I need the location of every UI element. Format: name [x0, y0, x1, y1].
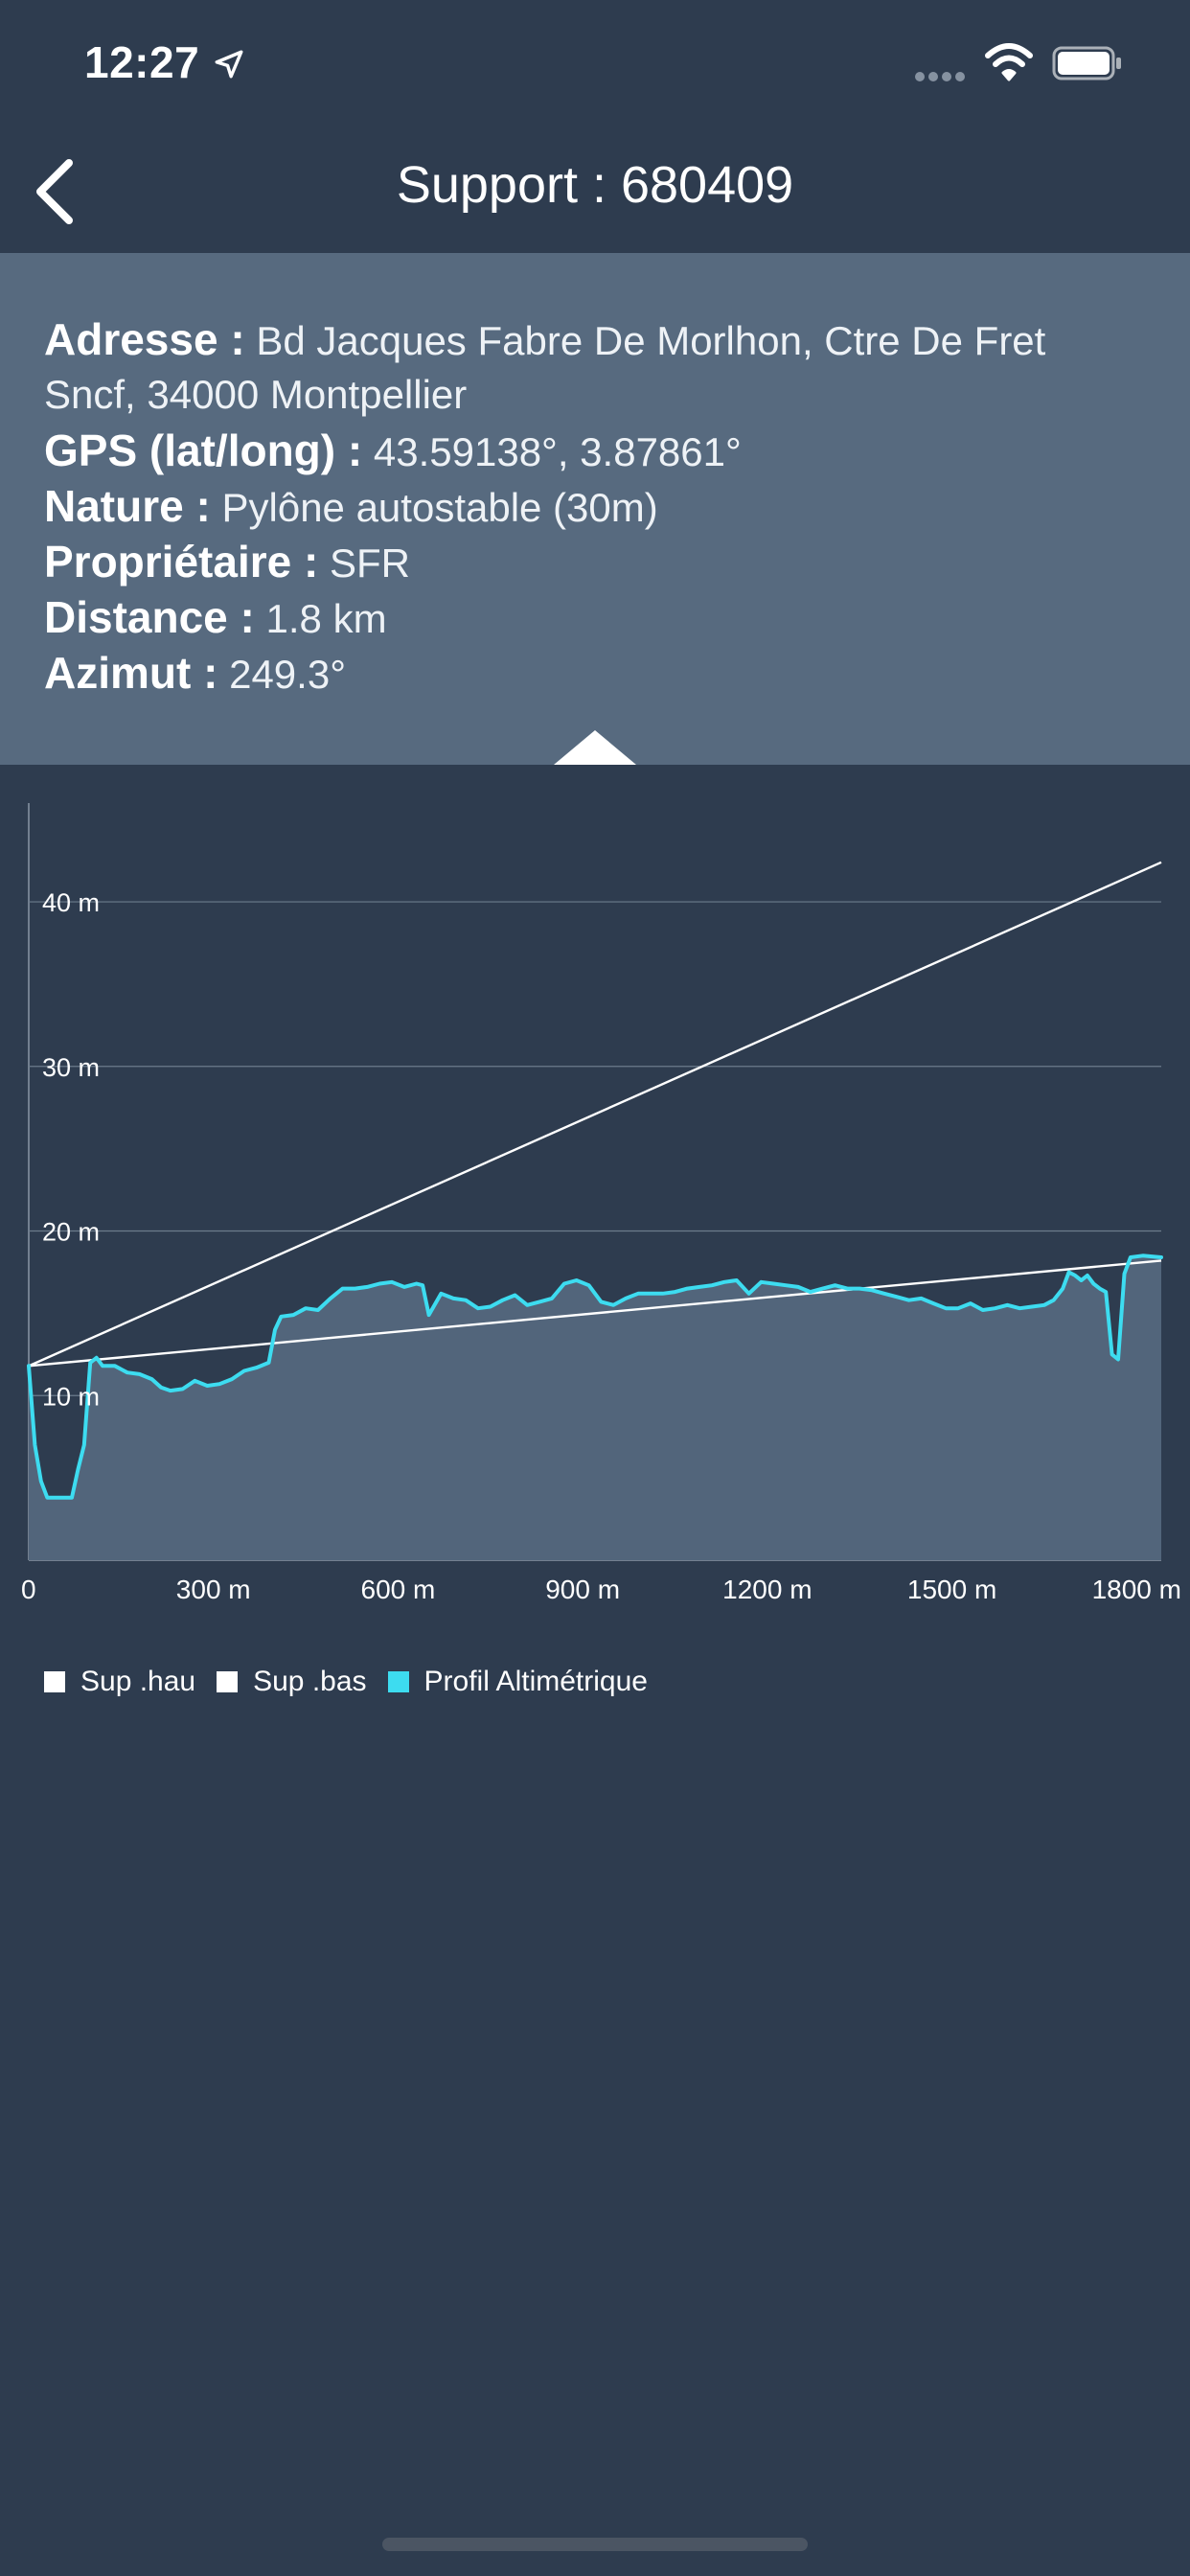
y-tick-label: 40 m	[42, 888, 100, 917]
owner-row: Propriétaire : SFR	[44, 535, 1136, 590]
address-row-2: Sncf, 34000 Montpellier	[44, 368, 1136, 422]
chart-series	[27, 861, 1163, 1500]
profil-altimetrique-line	[27, 1254, 1163, 1500]
y-tick-label: 30 m	[42, 1053, 100, 1082]
legend-item[interactable]: Profil Altimétrique	[387, 1666, 648, 1698]
legend-item[interactable]: Sup .bas	[217, 1666, 367, 1698]
azimut-label: Azimut :	[44, 648, 218, 698]
y-axis-labels: 10 m 20 m 30 m 40 m	[42, 888, 100, 1411]
gps-value: 43.59138°, 3.87861°	[373, 429, 742, 474]
x-tick-label: 1800 m	[1092, 1575, 1181, 1604]
legend-label: Profil Altimétrique	[423, 1666, 648, 1697]
navigation-bar: Support : 680409	[0, 134, 1190, 253]
legend-label: Sup .hau	[80, 1666, 196, 1697]
battery-icon	[1052, 46, 1121, 80]
address-label: Adresse :	[44, 314, 245, 364]
distance-value: 1.8 km	[265, 596, 387, 641]
status-bar: 12:27	[0, 0, 1190, 134]
distance-label: Distance :	[44, 592, 255, 642]
owner-value: SFR	[329, 540, 410, 586]
profile-area	[29, 1255, 1161, 1560]
y-tick-label: 10 m	[42, 1382, 100, 1411]
azimut-value: 249.3°	[229, 652, 346, 697]
nature-value: Pylône autostable (30m)	[221, 485, 658, 530]
status-time: 12:27	[84, 37, 200, 87]
address-value-line1: Bd Jacques Fabre De Morlhon, Ctre De Fre…	[256, 318, 1046, 363]
address-row: Adresse : Bd Jacques Fabre De Morlhon, C…	[44, 312, 1136, 368]
x-axis-labels: 0 300 m 600 m 900 m 1200 m 1500 m 1800 m	[21, 1575, 1181, 1604]
collapse-triangle-icon[interactable]	[554, 730, 636, 765]
legend-swatch	[217, 1671, 239, 1692]
page-title: Support : 680409	[396, 156, 794, 214]
x-tick-label: 900 m	[545, 1575, 620, 1604]
legend-swatch	[44, 1671, 65, 1692]
elevation-profile-chart: 10 m 20 m 30 m 40 m 0 300 m 600 m 900 m 1200 m 1…	[21, 803, 1181, 1604]
legend-item[interactable]: Sup .hau	[44, 1666, 195, 1698]
home-indicator	[382, 2538, 808, 2551]
sup-bas-line	[28, 1259, 1162, 1368]
gps-row: GPS (lat/long) : 43.59138°, 3.87861°	[44, 424, 1136, 479]
back-button[interactable]	[29, 153, 86, 230]
nature-row: Nature : Pylône autostable (30m)	[44, 479, 1136, 535]
x-tick-label: 0	[21, 1575, 36, 1604]
location-arrow-icon	[215, 50, 243, 79]
x-tick-label: 1500 m	[907, 1575, 996, 1604]
distance-row: Distance : 1.8 km	[44, 590, 1136, 646]
profile-area-fill	[29, 1255, 1161, 1560]
legend-swatch	[387, 1671, 409, 1692]
support-info-panel: Adresse : Bd Jacques Fabre De Morlhon, C…	[0, 253, 1190, 765]
wifi-icon	[985, 43, 1033, 81]
gps-label: GPS (lat/long) :	[44, 426, 363, 475]
azimut-row: Azimut : 249.3°	[44, 646, 1136, 702]
legend-label: Sup .bas	[253, 1666, 367, 1697]
x-tick-label: 1200 m	[722, 1575, 812, 1604]
chevron-left-icon	[36, 159, 73, 224]
address-value-line2: Sncf, 34000 Montpellier	[44, 372, 468, 417]
nature-label: Nature :	[44, 481, 211, 531]
chart-legend: Sup .hau Sup .bas Profil Altimétrique	[44, 1666, 669, 1698]
sup-hau-line	[28, 861, 1162, 1368]
cellular-signal-icon	[915, 69, 969, 86]
x-tick-label: 600 m	[361, 1575, 436, 1604]
x-tick-label: 300 m	[176, 1575, 251, 1604]
y-tick-label: 20 m	[42, 1218, 100, 1247]
owner-label: Propriétaire :	[44, 537, 319, 586]
